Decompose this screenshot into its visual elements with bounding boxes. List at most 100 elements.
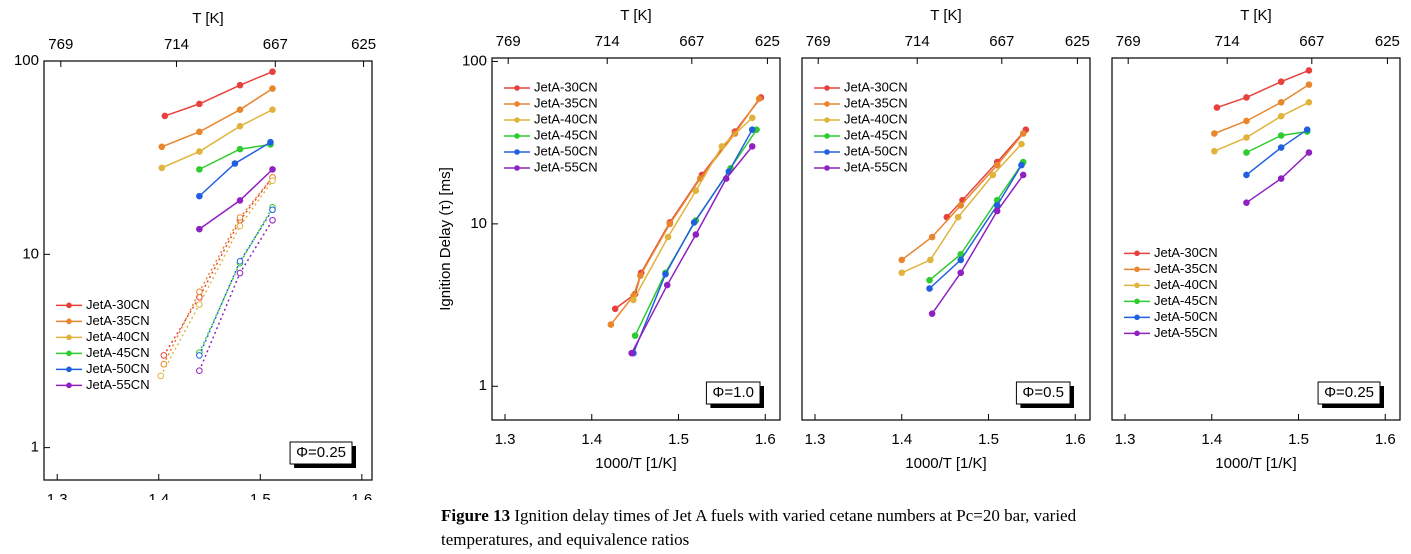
x-axis-label: 1000/T [1/K] <box>1215 455 1296 472</box>
data-point <box>1211 130 1218 137</box>
data-point <box>630 296 637 304</box>
data-point <box>1277 99 1285 106</box>
data-point <box>1018 140 1025 148</box>
x2-tick-label: 667 <box>679 33 704 50</box>
data-point <box>957 202 965 209</box>
series-line <box>929 164 1023 290</box>
data-point <box>1243 94 1250 101</box>
legend-label: JetA-35CN <box>86 313 150 328</box>
data-point <box>1019 171 1027 179</box>
legend-marker <box>1134 298 1140 305</box>
annotation: Φ=0.5 <box>1022 384 1064 401</box>
plot-frame <box>801 57 1091 421</box>
annotation-frame <box>289 441 353 465</box>
series-line <box>1214 83 1310 135</box>
data-point <box>1277 78 1285 86</box>
data-point <box>269 166 276 173</box>
legend-marker <box>66 334 72 341</box>
data-point <box>690 219 698 226</box>
data-point <box>692 231 700 238</box>
x2-tick-label: 769 <box>48 36 73 53</box>
data-point <box>927 256 934 264</box>
data-point <box>666 220 674 228</box>
legend-label: JetA-30CN <box>844 79 908 94</box>
data-point <box>1243 199 1250 206</box>
legend-marker <box>514 101 520 107</box>
legend-label: JetA-45CN <box>844 127 908 142</box>
annotation-box: Φ=0.25 <box>1317 381 1384 408</box>
figure: 1.3 1.4 1.5 1.6 769 714 667 625 1 10 100 1000/T [1/… <box>14 7 1401 500</box>
legend-label: JetA-30CN <box>534 79 598 94</box>
data-point <box>631 332 639 339</box>
legend-label: JetA-35CN <box>844 95 908 110</box>
annotation: Φ=1.0 <box>712 384 754 401</box>
legend-label: JetA-55CN <box>844 159 908 174</box>
data-point <box>928 233 936 241</box>
legend-label: JetA-40CN <box>86 329 150 344</box>
data-point <box>236 222 244 230</box>
annotation: Φ=0.25 <box>1324 384 1374 401</box>
data-point <box>664 233 672 241</box>
data-point <box>993 161 1001 169</box>
x-tick-label: 1.5 <box>1288 431 1309 448</box>
legend-marker <box>1134 282 1140 289</box>
data-point <box>957 256 965 264</box>
series-line <box>1216 69 1310 109</box>
legend-label: JetA-55CN <box>86 377 150 392</box>
x2-tick-label: 667 <box>1299 33 1324 50</box>
x-tick-label: 1.3 <box>47 491 68 500</box>
data-point <box>1019 130 1027 137</box>
data-point <box>236 269 244 277</box>
data-point <box>663 281 671 289</box>
data-point <box>267 138 274 146</box>
legend-marker <box>1134 330 1140 337</box>
legend-marker <box>1134 266 1140 273</box>
data-point <box>1213 104 1221 111</box>
x2-tick-label: 625 <box>351 36 376 53</box>
series-line <box>161 87 273 148</box>
data-point <box>1303 126 1311 133</box>
data-point <box>755 95 763 102</box>
data-point <box>158 143 166 151</box>
data-point <box>236 197 244 204</box>
x-axis-label: 1000/T [1/K] <box>595 455 676 472</box>
data-point <box>196 352 203 359</box>
data-point <box>161 112 169 120</box>
data-point <box>236 106 244 113</box>
data-point <box>748 126 756 133</box>
legend-marker <box>66 366 72 373</box>
legend-label: JetA-40CN <box>844 111 908 126</box>
data-point <box>160 360 168 368</box>
x2-axis-label: T [K] <box>1240 7 1271 24</box>
y-tick-label: 1 <box>479 377 487 394</box>
x2-tick-label: 769 <box>496 33 521 50</box>
annotation-box: Φ=0.25 <box>289 441 356 468</box>
x-axis-label: 1000/T [1/K] <box>905 455 986 472</box>
caption-text: Ignition delay times of Jet A fuels with… <box>514 506 1077 525</box>
data-point <box>236 81 244 89</box>
data-point <box>637 272 644 279</box>
data-point <box>1277 112 1285 120</box>
data-point <box>1277 144 1285 151</box>
data-point <box>1305 99 1313 106</box>
legend-marker <box>514 133 520 139</box>
x2-tick-label: 625 <box>1065 33 1090 50</box>
legend-label: JetA-30CN <box>86 297 150 312</box>
legend-marker <box>1134 250 1140 257</box>
data-point <box>236 214 244 221</box>
series-line <box>163 176 274 365</box>
x2-tick-label: 714 <box>595 33 620 50</box>
x2-axis-label: T [K] <box>620 7 651 24</box>
data-point <box>1277 132 1285 139</box>
legend-marker <box>824 85 830 91</box>
annotation: Φ=0.25 <box>296 444 346 461</box>
series-line <box>1245 129 1308 176</box>
x2-tick-label: 625 <box>755 33 780 50</box>
annotation-box: Φ=1.0 <box>705 381 764 408</box>
annotation-frame <box>1317 381 1381 405</box>
data-point <box>722 175 730 182</box>
y-tick-label: 10 <box>22 245 39 262</box>
data-point <box>1211 147 1218 155</box>
data-point <box>1243 134 1250 141</box>
